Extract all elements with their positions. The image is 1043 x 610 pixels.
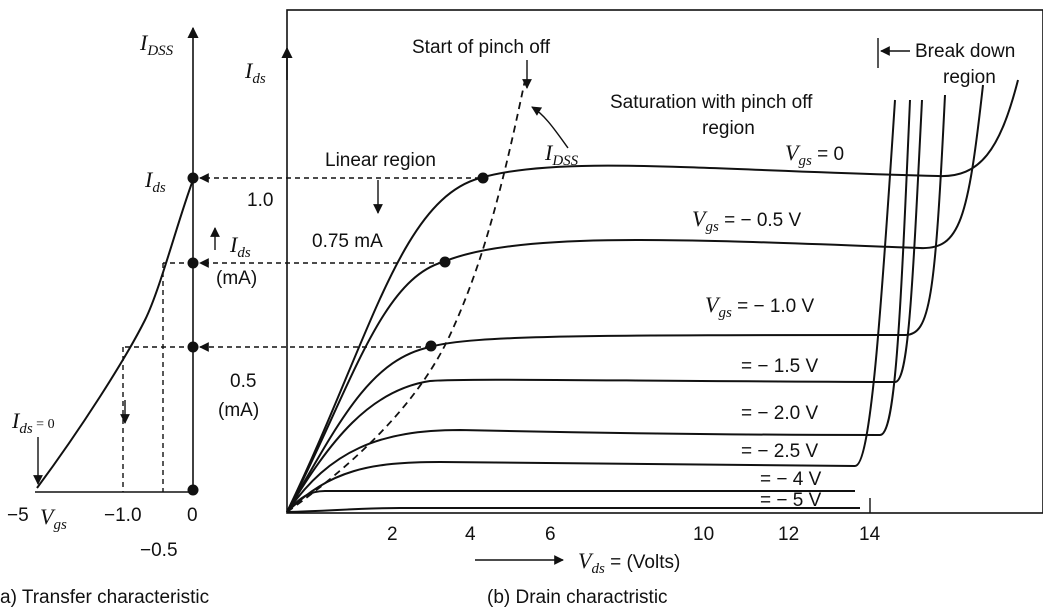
curve-vgs-0 <box>286 79 1019 513</box>
breakdown-label-line2: region <box>943 67 996 88</box>
curve-vgs-neg5 <box>286 507 860 513</box>
transfer-y-axis-label: IDSS <box>139 30 174 59</box>
pinch-point-vgs-neg05 <box>439 256 451 268</box>
curve-label-vgs-neg10: Vgs = − 1.0 V <box>705 292 815 321</box>
transfer-idss-point-label: Ids <box>144 167 166 196</box>
level-050-unit: (mA) <box>218 400 259 421</box>
pinch-off-locus <box>286 79 526 513</box>
transfer-ids-zero-label: Ids = 0 <box>11 408 55 437</box>
idss-pointer-arrow <box>531 106 569 149</box>
saturation-label-line2: region <box>702 118 755 139</box>
x-tick-10: 10 <box>693 524 714 545</box>
curve-vgs-neg05 <box>286 84 984 513</box>
curve-vgs-neg15 <box>286 99 923 513</box>
pinch-point-vgs-neg10 <box>425 340 437 352</box>
curve-vgs-neg25 <box>286 99 896 513</box>
transfer-tick-neg05: −0.5 <box>140 540 178 561</box>
curve-label-vgs-neg15: = − 1.5 V <box>741 356 818 377</box>
transfer-caption: a) Transfer characteristic <box>0 587 209 608</box>
transfer-point-origin <box>187 484 199 496</box>
curve-label-vgs-neg4: = − 4 V <box>760 469 822 490</box>
transfer-point-idss <box>187 172 199 184</box>
level-075-label: 0.75 mA <box>312 231 383 252</box>
drain-caption: (b) Drain charactristic <box>487 587 668 608</box>
x-tick-12: 12 <box>778 524 799 545</box>
ids-ma-label: Ids <box>229 232 251 261</box>
breakdown-label-line1: Break down <box>915 41 1015 62</box>
curve-label-vgs-neg05: Vgs = − 0.5 V <box>692 206 802 235</box>
pinch-off-label: Start of pinch off <box>412 37 551 58</box>
transfer-characteristic-panel: IDSS Ids Ids = 0 −5 Vgs −1.0 0 −0.5 a) T… <box>0 26 209 608</box>
curve-label-vgs-0: Vgs = 0 <box>785 140 844 169</box>
curve-label-vgs-neg20: = − 2.0 V <box>741 403 818 424</box>
transfer-tick-neg5: −5 <box>7 505 29 526</box>
curve-vgs-neg20 <box>286 99 911 513</box>
curve-vgs-neg4 <box>286 490 855 513</box>
curve-vgs-neg10 <box>286 94 946 513</box>
x-tick-14: 14 <box>859 524 881 545</box>
x-tick-6: 6 <box>545 524 556 545</box>
transfer-x-axis-label: Vgs <box>40 504 67 533</box>
cross-panel-projections <box>123 173 480 352</box>
x-tick-4: 4 <box>465 524 476 545</box>
drain-y-axis-label: Ids <box>244 58 266 87</box>
x-tick-2: 2 <box>387 524 398 545</box>
level-1-0-label: 1.0 <box>247 190 273 211</box>
linear-region-label: Linear region <box>325 150 436 171</box>
drain-plot-frame <box>286 9 1043 514</box>
saturation-label-line1: Saturation with pinch off <box>610 92 813 113</box>
transfer-curve <box>36 179 194 489</box>
ids-ma-unit: (mA) <box>216 268 257 289</box>
transfer-tick-zero: 0 <box>187 505 198 526</box>
level-050-value: 0.5 <box>230 371 256 392</box>
curve-label-vgs-neg25: = − 2.5 V <box>741 441 818 462</box>
drain-x-axis-label: Vds = (Volts) <box>578 548 680 577</box>
idss-label: IDSS <box>544 140 579 169</box>
drain-characteristic-panel: Ids Start of pinch off IDSS Linear regio… <box>210 9 1043 608</box>
pinch-point-vgs-0 <box>477 172 489 184</box>
transfer-tick-neg10: −1.0 <box>104 505 142 526</box>
curve-label-vgs-neg5: = − 5 V <box>760 490 822 511</box>
